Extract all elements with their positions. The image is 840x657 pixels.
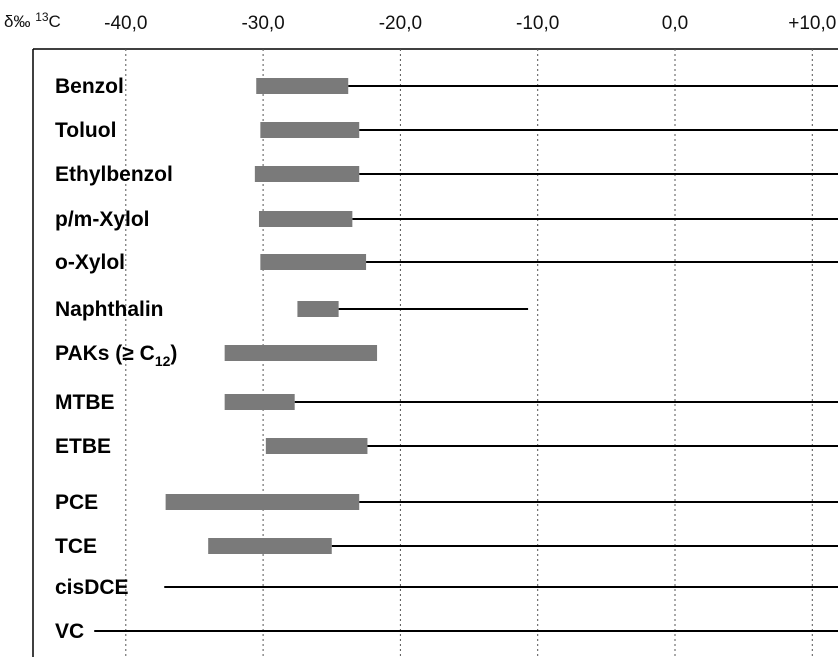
range-bar bbox=[256, 78, 349, 94]
x-tick-label: -10,0 bbox=[516, 13, 559, 34]
category-label: PAKs (≥ C12) bbox=[55, 342, 177, 369]
category-label: cisDCE bbox=[55, 576, 129, 599]
x-tick-label: +10,0 bbox=[788, 13, 836, 34]
range-bar bbox=[260, 122, 360, 138]
range-bar bbox=[208, 538, 332, 554]
category-label: o-Xylol bbox=[55, 251, 125, 274]
category-label: ETBE bbox=[55, 435, 111, 458]
x-axis-label: δ‰ 13C bbox=[4, 10, 61, 31]
range-bar bbox=[254, 166, 360, 182]
category-label: Benzol bbox=[55, 75, 124, 98]
range-bar bbox=[297, 301, 339, 317]
range-bar bbox=[265, 438, 368, 454]
range-bar bbox=[224, 345, 378, 361]
category-label: Naphthalin bbox=[55, 298, 164, 321]
range-bar bbox=[258, 211, 353, 227]
x-tick-label: -40,0 bbox=[104, 13, 147, 34]
x-tick-label: -20,0 bbox=[379, 13, 422, 34]
range-bar bbox=[260, 254, 367, 270]
range-bar bbox=[224, 394, 295, 410]
category-label: p/m-Xylol bbox=[55, 208, 150, 231]
x-tick-label: -30,0 bbox=[241, 13, 284, 34]
category-label: MTBE bbox=[55, 391, 115, 414]
category-label: PCE bbox=[55, 491, 98, 514]
category-label: TCE bbox=[55, 535, 97, 558]
category-label: Toluol bbox=[55, 119, 116, 142]
x-tick-label: 0,0 bbox=[662, 13, 688, 34]
category-label: VC bbox=[55, 620, 84, 643]
category-label: Ethylbenzol bbox=[55, 163, 173, 186]
range-bar bbox=[165, 494, 360, 510]
